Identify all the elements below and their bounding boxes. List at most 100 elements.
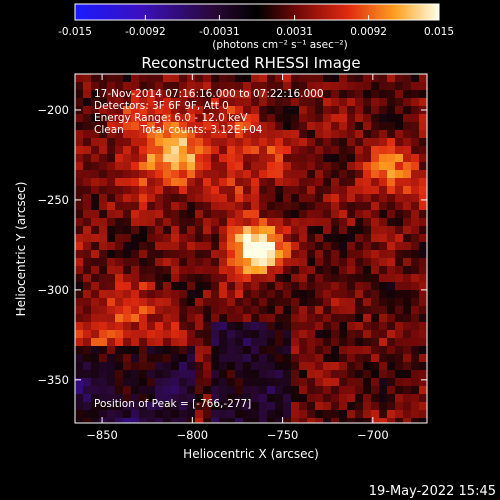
heatmap-cell [299, 322, 307, 330]
heatmap-cell [99, 338, 107, 346]
heatmap-cell [371, 234, 379, 242]
heatmap-cell [219, 354, 227, 362]
heatmap-cell [211, 354, 219, 362]
heatmap-cell [395, 418, 403, 423]
heatmap-cell [187, 362, 195, 370]
heatmap-cell [323, 362, 331, 370]
heatmap-cell [163, 218, 171, 226]
heatmap-cell [307, 226, 315, 234]
heatmap-cell [211, 338, 219, 346]
heatmap-cell [307, 322, 315, 330]
heatmap-cell [323, 378, 331, 386]
heatmap-cell [187, 346, 195, 354]
heatmap-cell [227, 242, 235, 250]
heatmap-cell [155, 354, 163, 362]
heatmap-cell [235, 386, 243, 394]
heatmap-cell [131, 138, 139, 146]
heatmap-cell [163, 162, 171, 170]
heatmap-cell [331, 218, 339, 226]
heatmap-cell [387, 234, 395, 242]
heatmap-cell [131, 402, 139, 410]
heatmap-cell [203, 234, 211, 242]
heatmap-cell [227, 226, 235, 234]
heatmap-cell [259, 106, 267, 114]
heatmap-cell [139, 138, 147, 146]
heatmap-cell [355, 274, 363, 282]
heatmap-cell [107, 402, 115, 410]
heatmap-cell [307, 130, 315, 138]
heatmap-cell [371, 170, 379, 178]
heatmap-cell [91, 338, 99, 346]
heatmap-cell [379, 234, 387, 242]
heatmap-cell [83, 306, 91, 314]
heatmap-cell [291, 386, 299, 394]
heatmap-cell [275, 346, 283, 354]
heatmap-cell [155, 346, 163, 354]
heatmap-cell [243, 338, 251, 346]
heatmap-cell [91, 410, 99, 418]
heatmap-cell [203, 138, 211, 146]
heatmap-cell [243, 114, 251, 122]
heatmap-cell [147, 418, 155, 423]
heatmap-cell [267, 298, 275, 306]
heatmap-cell [131, 250, 139, 258]
heatmap-cell [139, 130, 147, 138]
heatmap-cell [275, 266, 283, 274]
heatmap-cell [99, 162, 107, 170]
heatmap-cell [115, 330, 123, 338]
heatmap-cell [331, 258, 339, 266]
heatmap-cell [379, 338, 387, 346]
heatmap-cell [379, 154, 387, 162]
heatmap-cell [315, 362, 323, 370]
colorbar-gradient [74, 3, 440, 21]
heatmap-cell [395, 138, 403, 146]
heatmap-cell [395, 186, 403, 194]
heatmap-cell [363, 154, 371, 162]
heatmap-cell [131, 338, 139, 346]
annotation-detectors: Detectors: 3F 6F 9F, Att 0 [94, 100, 229, 112]
heatmap-cell [387, 338, 395, 346]
heatmap-cell [243, 122, 251, 130]
heatmap-cell [283, 242, 291, 250]
heatmap-cell [235, 154, 243, 162]
heatmap-cell [403, 306, 411, 314]
heatmap-cell [291, 114, 299, 122]
heatmap-cell [123, 378, 131, 386]
heatmap-cell [323, 298, 331, 306]
heatmap-cell [195, 138, 203, 146]
heatmap-cell [203, 170, 211, 178]
heatmap-cell [115, 210, 123, 218]
heatmap-cell [83, 418, 91, 423]
heatmap-cell [283, 338, 291, 346]
heatmap-cell [227, 346, 235, 354]
heatmap-cell [307, 210, 315, 218]
heatmap-cell [259, 274, 267, 282]
heatmap-cell [75, 322, 83, 330]
heatmap-cell [219, 410, 227, 418]
heatmap-cell [379, 306, 387, 314]
heatmap-cell [387, 98, 395, 106]
heatmap-cell [219, 266, 227, 274]
heatmap-cell [339, 282, 347, 290]
heatmap-cell [235, 234, 243, 242]
heatmap-cell [307, 266, 315, 274]
heatmap-cell [355, 146, 363, 154]
heatmap-cell [99, 386, 107, 394]
colorbar-tick-label: -0.015 [58, 26, 92, 38]
heatmap-cell [355, 322, 363, 330]
heatmap-cell [347, 338, 355, 346]
heatmap-cell [403, 74, 411, 82]
heatmap-cell [171, 258, 179, 266]
heatmap-cell [387, 114, 395, 122]
heatmap-cell [387, 170, 395, 178]
heatmap-cell [347, 162, 355, 170]
heatmap-cell [347, 354, 355, 362]
heatmap-cell [347, 362, 355, 370]
heatmap-cell [371, 186, 379, 194]
heatmap-cell [267, 282, 275, 290]
heatmap-cell [155, 362, 163, 370]
heatmap-cell [91, 154, 99, 162]
heatmap-cell [75, 314, 83, 322]
heatmap-cell [203, 274, 211, 282]
heatmap-cell [315, 74, 323, 82]
